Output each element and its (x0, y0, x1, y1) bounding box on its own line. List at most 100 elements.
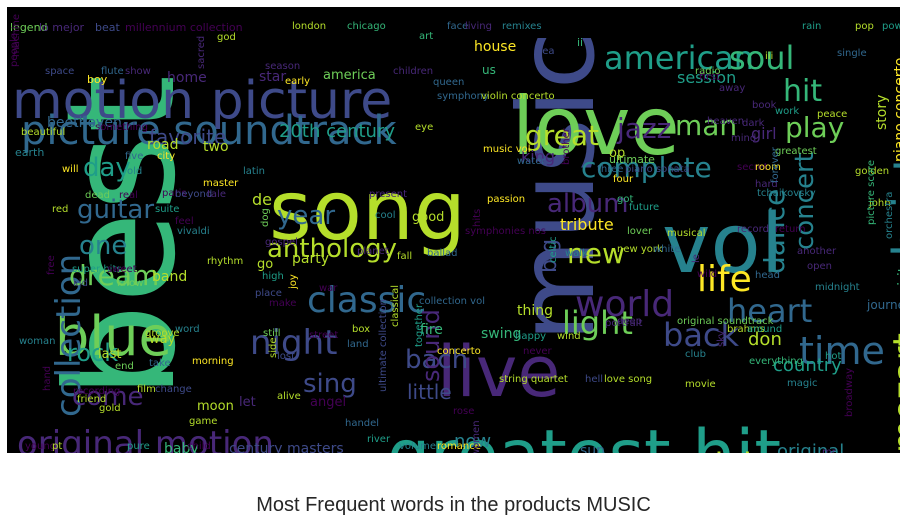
word: year (277, 201, 336, 231)
word: gold (99, 403, 121, 414)
word: eye (415, 122, 434, 133)
word: country (773, 355, 842, 376)
word: back (663, 316, 740, 354)
word: tale (207, 189, 226, 200)
word: future (629, 202, 660, 213)
word: sea (537, 46, 555, 57)
word: four (613, 174, 634, 185)
word: essential (609, 449, 752, 453)
word: live (437, 331, 561, 413)
word: day (83, 153, 131, 183)
word: walk (565, 248, 588, 259)
word: golden (855, 166, 890, 177)
word: got (617, 194, 634, 205)
word: child (187, 441, 211, 452)
word: girl (751, 124, 777, 143)
word: club (685, 349, 706, 360)
word: women (471, 420, 482, 453)
word: angel (310, 395, 347, 410)
word: complete (581, 151, 712, 184)
word: american (604, 39, 754, 77)
word: original (777, 441, 845, 454)
word: beethoven (47, 115, 122, 131)
word: magic (787, 378, 818, 389)
word: ultimate (609, 153, 655, 166)
word: feel (175, 216, 194, 227)
word: america (323, 68, 376, 83)
word: century masters (229, 441, 344, 453)
word: legend (10, 21, 48, 34)
word: guitar (77, 195, 155, 225)
word: home (167, 70, 207, 86)
word: gospel (265, 237, 298, 248)
word: head (755, 270, 780, 281)
word: symphonies nos (465, 226, 546, 237)
word: side (268, 337, 279, 359)
word: tchaikovsky (757, 188, 816, 199)
word: bach (405, 345, 469, 375)
word: old (127, 166, 143, 177)
word: orchestra (884, 191, 895, 239)
word: fall (397, 251, 413, 262)
word: tribute (560, 215, 614, 234)
word: latin (243, 166, 265, 177)
word: vivaldi (177, 226, 210, 237)
word: still (263, 328, 281, 339)
word: kid (73, 278, 88, 289)
word: will (62, 164, 79, 175)
word: concerto (437, 346, 481, 357)
word: super hits (72, 264, 122, 275)
word: light (562, 304, 633, 342)
word: peace (817, 109, 848, 120)
word: new (567, 237, 625, 270)
word: sky (716, 330, 727, 347)
word: art (419, 31, 434, 42)
word: picture score (866, 160, 877, 225)
word: one (79, 231, 128, 261)
word: journey (867, 298, 900, 312)
word: piano sonata (625, 164, 690, 175)
word: flute (101, 66, 124, 77)
word: life (697, 259, 752, 300)
word: original soundtrack (677, 316, 774, 327)
word: handel (345, 418, 380, 429)
word: something (95, 122, 148, 133)
word: hand (42, 365, 53, 391)
word: return (775, 224, 806, 235)
word: movie (685, 379, 716, 390)
chart-title: Most Frequent words in the products MUSI… (256, 494, 651, 516)
word: time (799, 329, 885, 373)
word: way (149, 332, 176, 347)
word: king (521, 147, 556, 166)
word: remixes (502, 21, 542, 32)
word: morning (192, 356, 234, 367)
word: dog (260, 208, 271, 227)
word: motion picture (12, 71, 393, 131)
word: pure (127, 441, 150, 452)
word: de (252, 190, 272, 209)
word: white (653, 244, 681, 255)
word: high (262, 271, 284, 282)
word: water (517, 156, 546, 167)
word: wind (557, 331, 581, 342)
word: millennium collection (125, 21, 243, 34)
word: sing (303, 369, 357, 399)
word: baby (164, 441, 199, 453)
word: iii (765, 51, 774, 62)
word: rhythm (207, 256, 244, 267)
word: boy (87, 73, 108, 86)
word: mind (731, 133, 757, 144)
word: blue (55, 305, 172, 368)
word: hot (825, 351, 842, 362)
word: spirit (896, 266, 900, 302)
word: thing (517, 303, 554, 319)
word: great (525, 119, 600, 152)
word: game (189, 416, 218, 427)
word: album (547, 189, 629, 219)
word: portrait (605, 318, 643, 329)
word: sacred (196, 35, 207, 69)
word: celtic (548, 236, 559, 263)
word: present (369, 189, 408, 200)
word: man (675, 109, 738, 142)
word: don (748, 329, 782, 350)
